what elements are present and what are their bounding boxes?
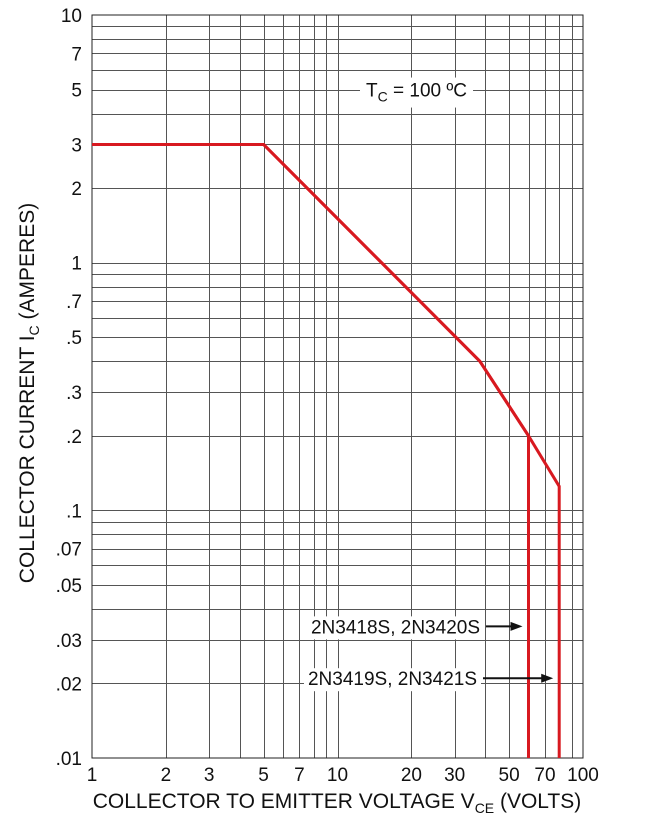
series-label-1: 2N3418S, 2N3420S	[311, 617, 480, 638]
y-tick-label: .1	[66, 501, 82, 522]
series-arrow-head	[510, 621, 523, 631]
x-tick-label: 5	[258, 765, 269, 786]
x-tick-label: 1	[87, 765, 98, 786]
series-label-2: 2N3419S, 2N3421S	[308, 669, 477, 690]
annotation-background	[360, 77, 474, 108]
x-tick-label: 3	[204, 765, 215, 786]
y-tick-label: 3	[71, 135, 82, 156]
x-tick-label: 7	[294, 765, 305, 786]
series-line-2	[92, 143, 561, 758]
series-label-background	[303, 668, 481, 692]
y-tick-label: .2	[66, 427, 82, 448]
y-tick-label: .5	[66, 328, 82, 349]
y-tick-label: 2	[71, 179, 82, 200]
series-line-1	[92, 143, 530, 758]
y-tick-label: .03	[56, 631, 82, 652]
chart-grid	[92, 15, 583, 758]
x-tick-label: 2	[161, 765, 172, 786]
plot-frame	[91, 14, 584, 759]
series-label-background	[306, 616, 484, 640]
y-tick-label: 10	[61, 6, 82, 27]
series-labels: 2N3418S, 2N3420S 2N3419S, 2N3421S	[303, 616, 554, 692]
x-tick-labels: 1 2 3 5 7 10 20 30 50 70 100	[87, 765, 599, 786]
y-tick-label: .3	[66, 383, 82, 404]
temperature-annotation: TC = 100 ºC	[366, 81, 467, 105]
x-tick-label: 100	[567, 765, 599, 786]
x-tick-label: 20	[401, 765, 422, 786]
y-tick-label: .07	[56, 540, 82, 561]
y-axis-title: COLLECTOR CURRENT IC (AMPERES)	[16, 203, 42, 583]
y-tick-label: 1	[71, 254, 82, 275]
series-lines	[92, 143, 561, 758]
x-tick-label: 10	[327, 765, 348, 786]
x-tick-label: 50	[499, 765, 520, 786]
x-axis-title: COLLECTOR TO EMITTER VOLTAGE VCE (VOLTS)	[93, 790, 582, 816]
y-tick-label: .02	[56, 674, 82, 695]
series-arrow-head	[541, 673, 554, 683]
y-tick-label: 5	[71, 81, 82, 102]
y-tick-label: 7	[71, 44, 82, 65]
x-tick-label: 30	[444, 765, 465, 786]
y-tick-label: .7	[66, 292, 82, 313]
x-tick-label: 70	[534, 765, 555, 786]
y-tick-labels: 10 7 5 3 2 1 .7 .5 .3 .2 .1 .07 .05 .03 .02 .01	[56, 6, 82, 770]
y-tick-label: .05	[56, 576, 82, 597]
y-tick-label: .01	[56, 749, 82, 770]
